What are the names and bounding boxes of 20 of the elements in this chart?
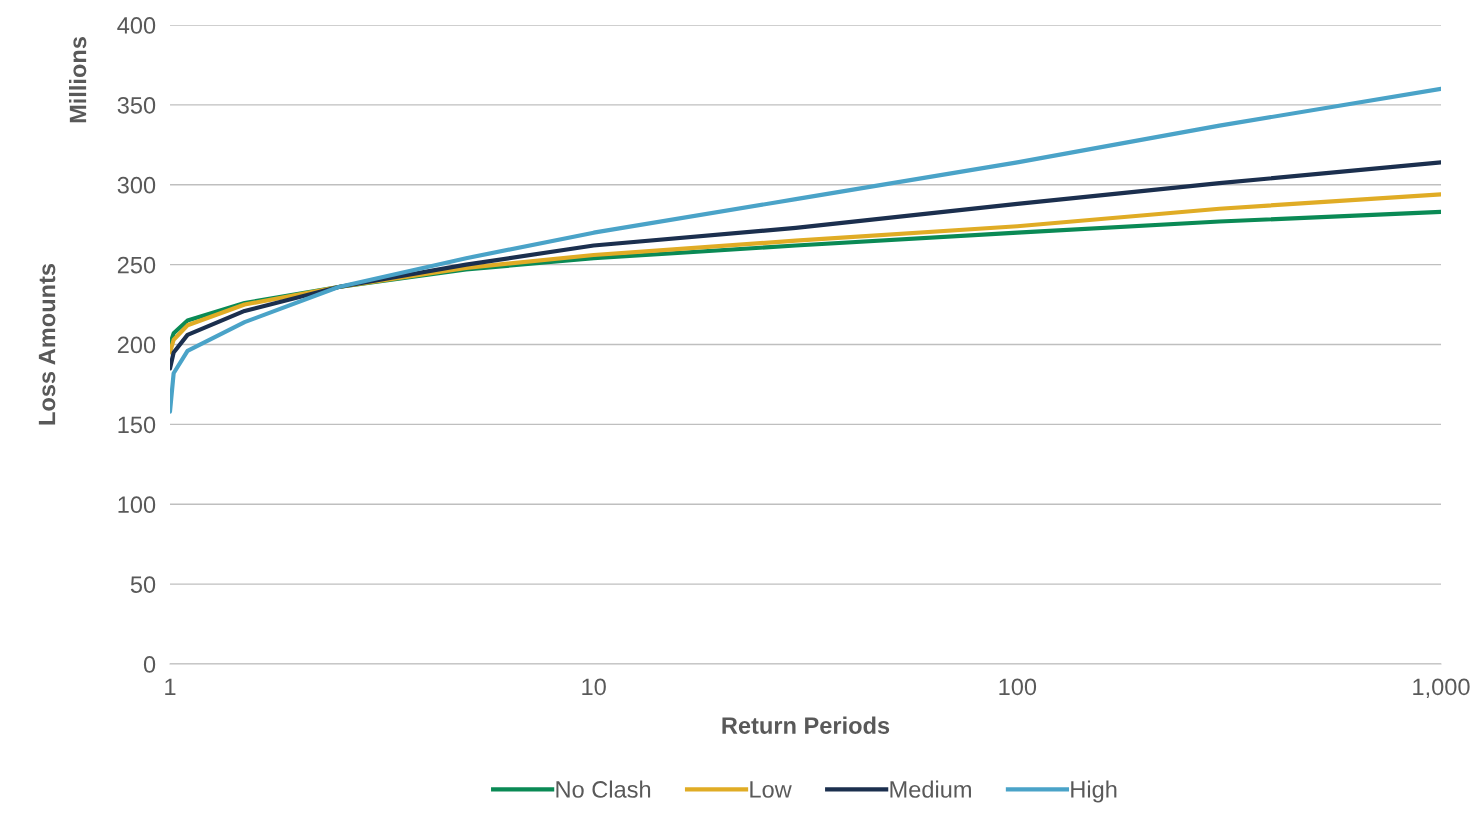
y-tick-label: 150: [118, 416, 156, 434]
y-tick-label: 200: [117, 336, 156, 354]
x-tick-label: 10: [582, 678, 606, 696]
y-tick-label: 50: [130, 576, 156, 593]
x-tick-label: 1: [165, 678, 176, 695]
legend-label: Low: [750, 781, 792, 798]
x-tick-label: 1,000: [1413, 678, 1470, 699]
y-axis-title: Loss Amounts: [38, 263, 56, 425]
y-tick-label: 400: [117, 17, 156, 34]
y-tick-label: 100: [118, 496, 156, 514]
text: Millions: [69, 37, 87, 123]
legend-label: Medium: [890, 780, 971, 798]
y-tick-label: 300: [117, 176, 156, 194]
x-tick-label: 100: [999, 678, 1037, 696]
x-axis-title: Return Periods: [722, 716, 890, 734]
y-tick-label: 0: [143, 656, 156, 673]
y-tick-label: 250: [117, 256, 156, 274]
legend-label: High: [1071, 780, 1117, 803]
legend-label: No Clash: [556, 780, 651, 798]
y-tick-label: 350: [117, 96, 156, 114]
